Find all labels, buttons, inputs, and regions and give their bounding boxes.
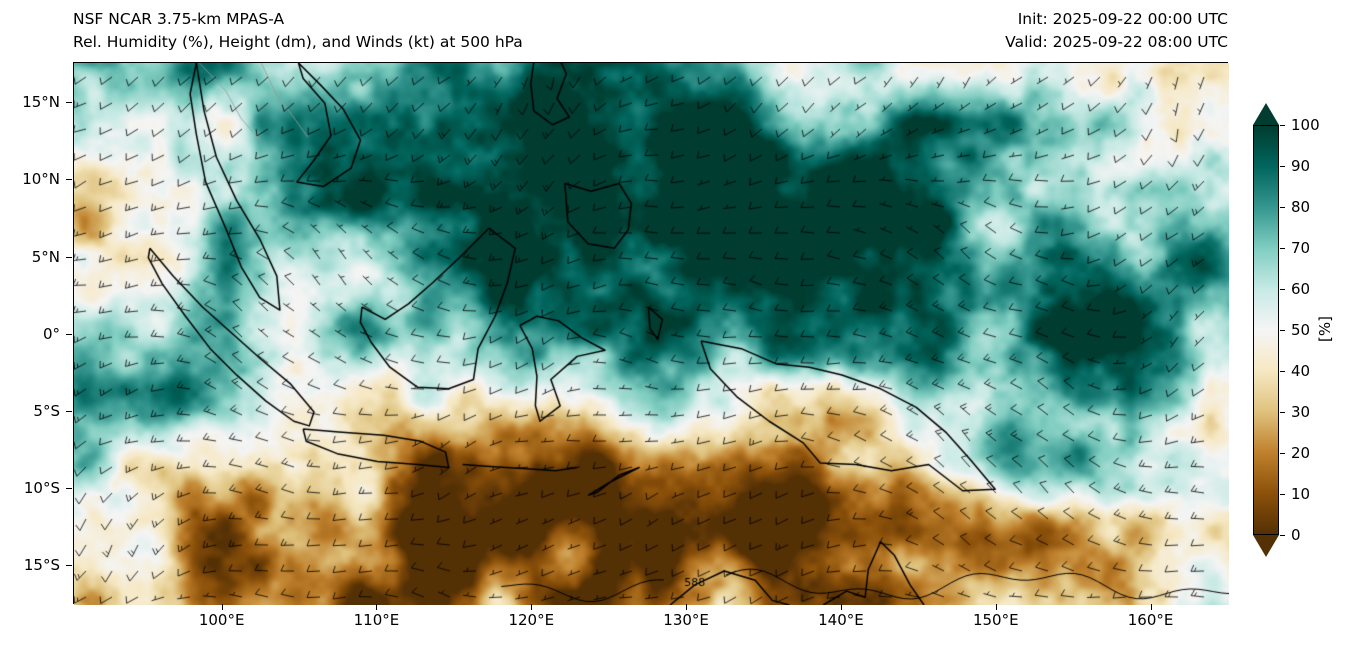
colorbar-tick-label: 50 — [1291, 321, 1311, 339]
colorbar-tick-mark — [1280, 248, 1285, 249]
colorbar-tick-label: 30 — [1291, 403, 1311, 421]
colorbar-tick-mark — [1280, 289, 1285, 290]
colorbar-tick-label: 100 — [1291, 116, 1320, 134]
colorbar-tick-label: 90 — [1291, 157, 1311, 175]
colorbar-tick-label: 0 — [1291, 526, 1301, 544]
colorbar-tick-mark — [1280, 494, 1285, 495]
x-tick-mark — [221, 604, 223, 610]
colorbar-tick-label: 10 — [1291, 485, 1311, 503]
title-block: NSF NCAR 3.75-km MPAS-A Rel. Humidity (%… — [73, 8, 523, 55]
y-tick-mark — [66, 488, 72, 490]
colorbar-extend-min-arrow — [1253, 535, 1279, 557]
y-tick-label: 5°N — [31, 247, 60, 266]
x-tick-label: 100°E — [198, 611, 245, 629]
init-time-label: Init: 2025-09-22 00:00 UTC — [1017, 10, 1228, 28]
y-tick-label: 0° — [42, 324, 60, 343]
colorbar-tick-mark — [1280, 330, 1285, 331]
colorbar-tick-mark — [1280, 207, 1285, 208]
x-tick-mark — [686, 604, 688, 610]
colorbar-label: [%] — [1316, 316, 1334, 342]
y-tick-mark — [66, 410, 72, 412]
colorbar-tick-label: 20 — [1291, 444, 1311, 462]
colorbar-tick-label: 40 — [1291, 362, 1311, 380]
y-tick-label: 15°S — [23, 556, 60, 575]
colorbar-tick-mark — [1280, 412, 1285, 413]
valid-time-label: Valid: 2025-09-22 08:00 UTC — [1005, 33, 1228, 52]
chart-subtitle: Rel. Humidity (%), Height (dm), and Wind… — [73, 33, 523, 52]
map-plot-area — [73, 62, 1229, 605]
colorbar-tick-label: 60 — [1291, 280, 1311, 298]
colorbar-tick-label: 70 — [1291, 239, 1311, 257]
y-tick-label: 10°N — [22, 170, 60, 189]
colorbar-tick-label: 80 — [1291, 198, 1311, 216]
colorbar-extend-max-arrow — [1253, 103, 1279, 125]
x-tick-mark — [840, 604, 842, 610]
colorbar-tick-mark — [1280, 125, 1285, 126]
x-tick-label: 110°E — [353, 611, 400, 629]
x-tick-mark — [376, 604, 378, 610]
y-tick-mark — [66, 102, 72, 104]
x-tick-mark — [1150, 604, 1152, 610]
time-block: Init: 2025-09-22 00:00 UTC Valid: 2025-0… — [1005, 8, 1228, 55]
y-tick-label: 10°S — [23, 479, 60, 498]
x-tick-mark — [995, 604, 997, 610]
x-tick-label: 130°E — [663, 611, 709, 629]
y-tick-mark — [66, 179, 72, 181]
x-tick-label: 140°E — [818, 611, 864, 629]
y-tick-mark — [66, 333, 72, 335]
y-tick-mark — [66, 256, 72, 258]
colorbar-tick-mark — [1280, 535, 1285, 536]
x-tick-label: 120°E — [508, 611, 555, 629]
y-tick-label: 15°N — [22, 93, 60, 112]
y-tick-mark — [66, 565, 72, 567]
colorbar-gradient — [1253, 125, 1279, 535]
y-tick-label: 5°S — [33, 401, 60, 420]
colorbar-tick-mark — [1280, 453, 1285, 454]
model-title: NSF NCAR 3.75-km MPAS-A — [73, 10, 285, 28]
x-tick-label: 150°E — [972, 611, 1019, 629]
colorbar-tick-mark — [1280, 166, 1285, 167]
map-canvas — [74, 63, 1229, 605]
x-tick-label: 160°E — [1127, 611, 1174, 629]
x-tick-mark — [531, 604, 533, 610]
colorbar-tick-mark — [1280, 371, 1285, 372]
